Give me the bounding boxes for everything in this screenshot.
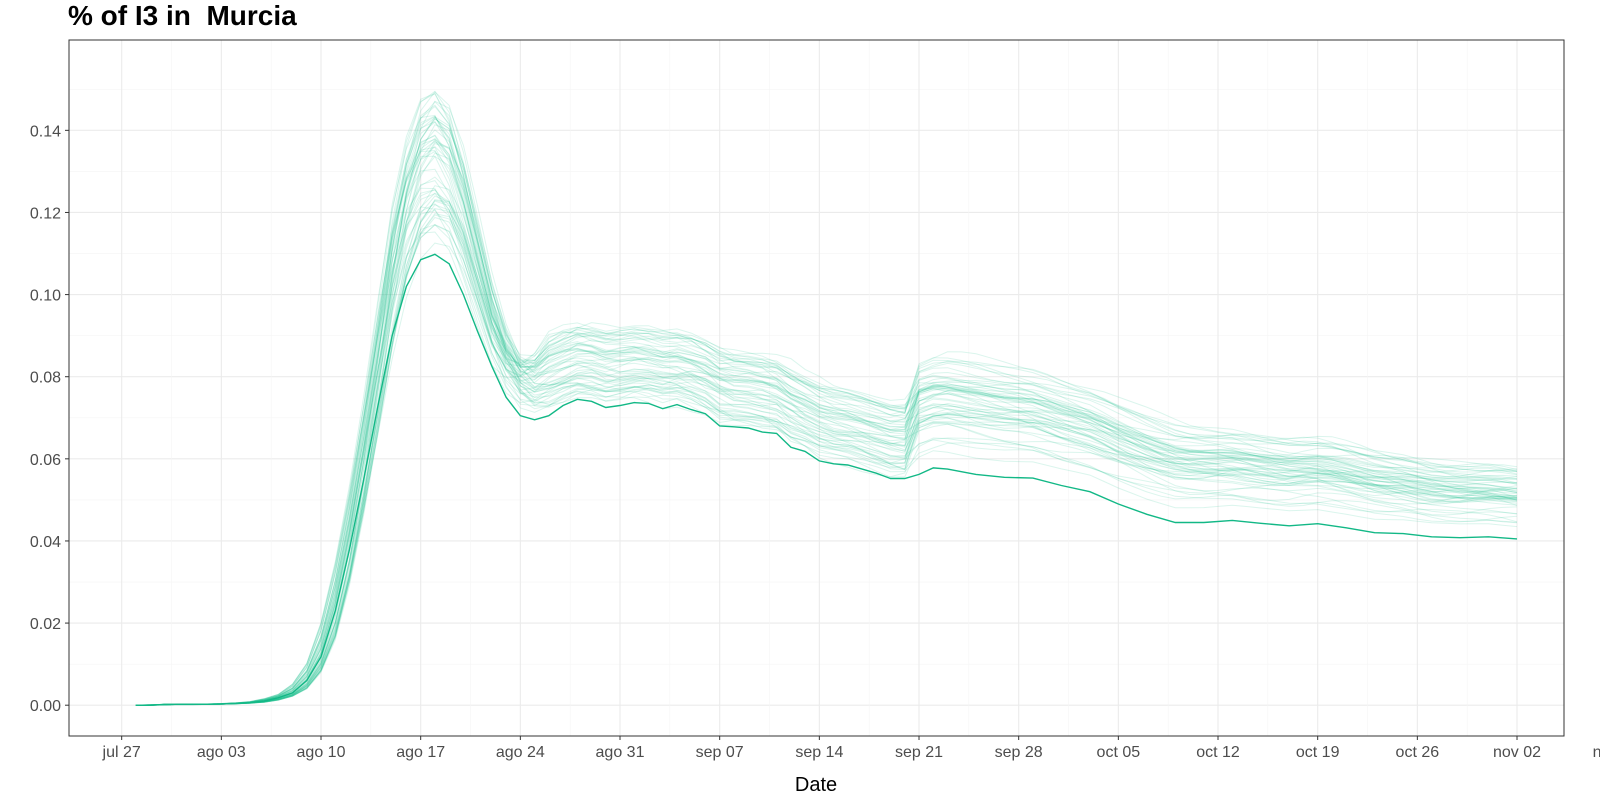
ensemble-trajectory-line	[135, 224, 1517, 706]
ensemble-trajectory-line	[135, 203, 1518, 706]
x-tick-label: sep 21	[895, 744, 943, 761]
plot-panel-background	[69, 40, 1564, 736]
ensemble-trajectory-line	[135, 129, 1518, 706]
ensemble-trajectory-line	[135, 118, 1518, 706]
ensemble-trajectory-line	[135, 242, 1518, 706]
y-tick-label: 0.06	[30, 452, 61, 469]
ensemble-trajectory-line	[135, 100, 1518, 706]
ensemble-trajectory-line	[135, 199, 1518, 706]
y-tick-label: 0.08	[30, 370, 61, 387]
ensemble-trajectory-line	[135, 231, 1518, 706]
ensemble-trajectory-line	[135, 134, 1518, 706]
y-tick-label: 0.12	[30, 205, 61, 222]
ensemble-trajectory-line	[135, 180, 1518, 706]
ensemble-trajectory-line	[135, 105, 1518, 706]
x-tick-label: ago 03	[197, 744, 246, 761]
ensemble-trajectory-line	[135, 224, 1518, 706]
x-tick-label: nov 09	[1593, 744, 1600, 761]
x-tick-label: ago 24	[496, 744, 545, 761]
ensemble-trajectory-line	[135, 176, 1518, 706]
ensemble-trajectory-line	[135, 187, 1518, 706]
ensemble-trajectory-line	[135, 209, 1518, 706]
ensemble-trajectory-line	[135, 189, 1518, 706]
ensemble-trajectory-line	[135, 168, 1518, 706]
ensemble-trajectory-line	[135, 137, 1518, 706]
ensemble-trajectory-line	[135, 115, 1518, 706]
ensemble-trajectory-line	[135, 118, 1518, 706]
ensemble-trajectory-line	[135, 91, 1518, 706]
ensemble-trajectory-line	[135, 193, 1518, 706]
x-axis-title: Date	[795, 774, 837, 796]
ensemble-trajectory-line	[135, 155, 1518, 706]
ensemble-trajectory-line	[135, 104, 1518, 706]
y-tick-label: 0.10	[30, 288, 61, 305]
axis-layer: 0.00 0.02 0.04 0.06 0.08 0.10 0.12 0.14 jul 27 ag…	[30, 123, 1600, 761]
ensemble-trajectory-line	[135, 93, 1518, 706]
ensemble-trajectory-line	[135, 124, 1518, 706]
plot-panel-border	[68, 39, 1565, 737]
x-tick-label: ago 10	[297, 744, 346, 761]
ensemble-trajectory-line	[135, 135, 1518, 706]
ensemble-trajectory-line	[135, 114, 1518, 706]
x-tick-label: ago 31	[596, 744, 645, 761]
ensemble-trajectory-line	[135, 121, 1518, 706]
ensemble-trajectory-line	[135, 214, 1518, 706]
y-tick-label: 0.02	[30, 616, 61, 633]
highlighted-series-line	[135, 253, 1518, 706]
ensemble-trajectory-line	[135, 140, 1518, 706]
ensemble-trajectory-line	[135, 200, 1518, 706]
grid-layer	[69, 40, 1564, 736]
y-tick-label: 0.14	[30, 123, 61, 140]
ensemble-trajectory-line	[135, 142, 1518, 706]
ensemble-trajectory-line	[135, 208, 1518, 706]
x-tick-label: oct 12	[1196, 744, 1240, 761]
ensemble-trajectory-line	[135, 216, 1518, 706]
ensemble-trajectory-line	[135, 92, 1518, 706]
ensemble-trajectory-line	[135, 121, 1518, 706]
x-tick-label: sep 07	[696, 744, 744, 761]
ensemble-trajectory-line	[135, 146, 1518, 706]
y-tick-label: 0.04	[30, 534, 61, 551]
x-tick-label: sep 14	[795, 744, 843, 761]
ensemble-trajectory-line	[135, 146, 1518, 706]
ensemble-trajectory-line	[135, 116, 1518, 706]
x-tick-label: nov 02	[1493, 744, 1541, 761]
x-tick-label: oct 26	[1396, 744, 1440, 761]
ensemble-trajectory-line	[135, 199, 1518, 706]
ensemble-trajectory-line	[135, 204, 1518, 706]
ensemble-trajectory-line	[135, 152, 1518, 706]
x-tick-label: oct 19	[1296, 744, 1340, 761]
ensemble-trajectory-line	[135, 90, 1518, 706]
x-tick-label: ago 17	[396, 744, 445, 761]
ensemble-trajectory-line	[135, 115, 1518, 706]
ensemble-trajectory-line	[135, 138, 1518, 706]
ensemble-trajectory-line	[135, 150, 1518, 706]
x-tick-label: jul 27	[102, 744, 141, 761]
ensemble-trajectory-line	[135, 192, 1518, 706]
y-tick-label: 0.00	[30, 698, 61, 715]
series-layer	[135, 253, 1518, 706]
ensemble-trajectory-line	[135, 195, 1518, 706]
chart-title: % of I3 in Murcia	[68, 0, 297, 31]
ensemble-layer	[135, 90, 1518, 706]
ensemble-trajectory-line	[135, 213, 1518, 706]
ensemble-trajectory-line	[135, 149, 1518, 706]
ensemble-trajectory-line	[135, 100, 1518, 706]
ensemble-trajectory-line	[135, 185, 1518, 706]
ensemble-trajectory-line	[135, 206, 1518, 706]
ensemble-trajectory-line	[135, 189, 1518, 706]
ensemble-trajectory-line	[135, 224, 1518, 706]
x-tick-label: sep 28	[995, 744, 1043, 761]
x-tick-label: oct 05	[1097, 744, 1141, 761]
ensemble-trajectory-line	[135, 141, 1518, 706]
